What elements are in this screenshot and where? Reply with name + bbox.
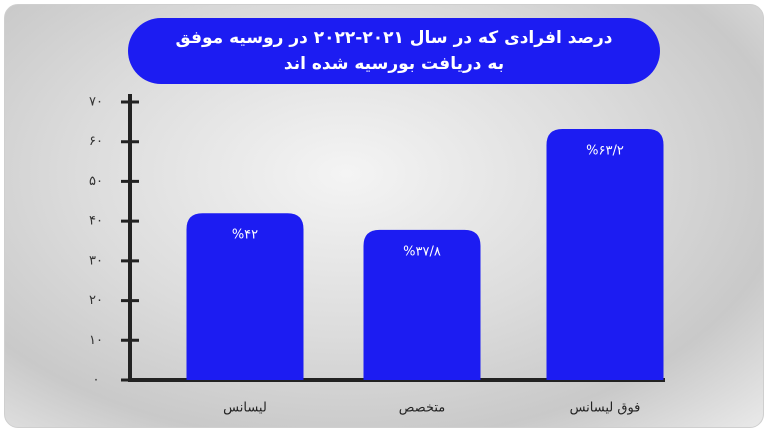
chart-title: درصد افرادی که در سال ۲۰۲۱-۲۰۲۲ در روسیه… (128, 18, 660, 84)
value-label: %۴۲ (232, 228, 258, 243)
y-tick-label: ۵۰ (89, 174, 103, 189)
y-tick-label: ۲۰ (89, 293, 103, 308)
bar (363, 229, 481, 380)
bar (546, 129, 664, 380)
value-label: %۶۳/۲ (586, 144, 624, 159)
y-tick-label: ۰ (93, 373, 100, 388)
y-tick-label: ۷۰ (89, 95, 103, 110)
y-tick-label: ۶۰ (89, 134, 103, 149)
x-tick-label: لیسانس (223, 401, 267, 416)
x-tick-label: متخصص (399, 401, 445, 416)
value-label: %۳۷/۸ (403, 244, 441, 259)
x-tick-label: فوق لیسانس (570, 401, 641, 416)
y-tick-label: ۱۰ (89, 333, 103, 348)
y-tick-label: ۴۰ (89, 214, 103, 229)
bar (186, 213, 304, 380)
y-tick-label: ۳۰ (89, 253, 103, 268)
